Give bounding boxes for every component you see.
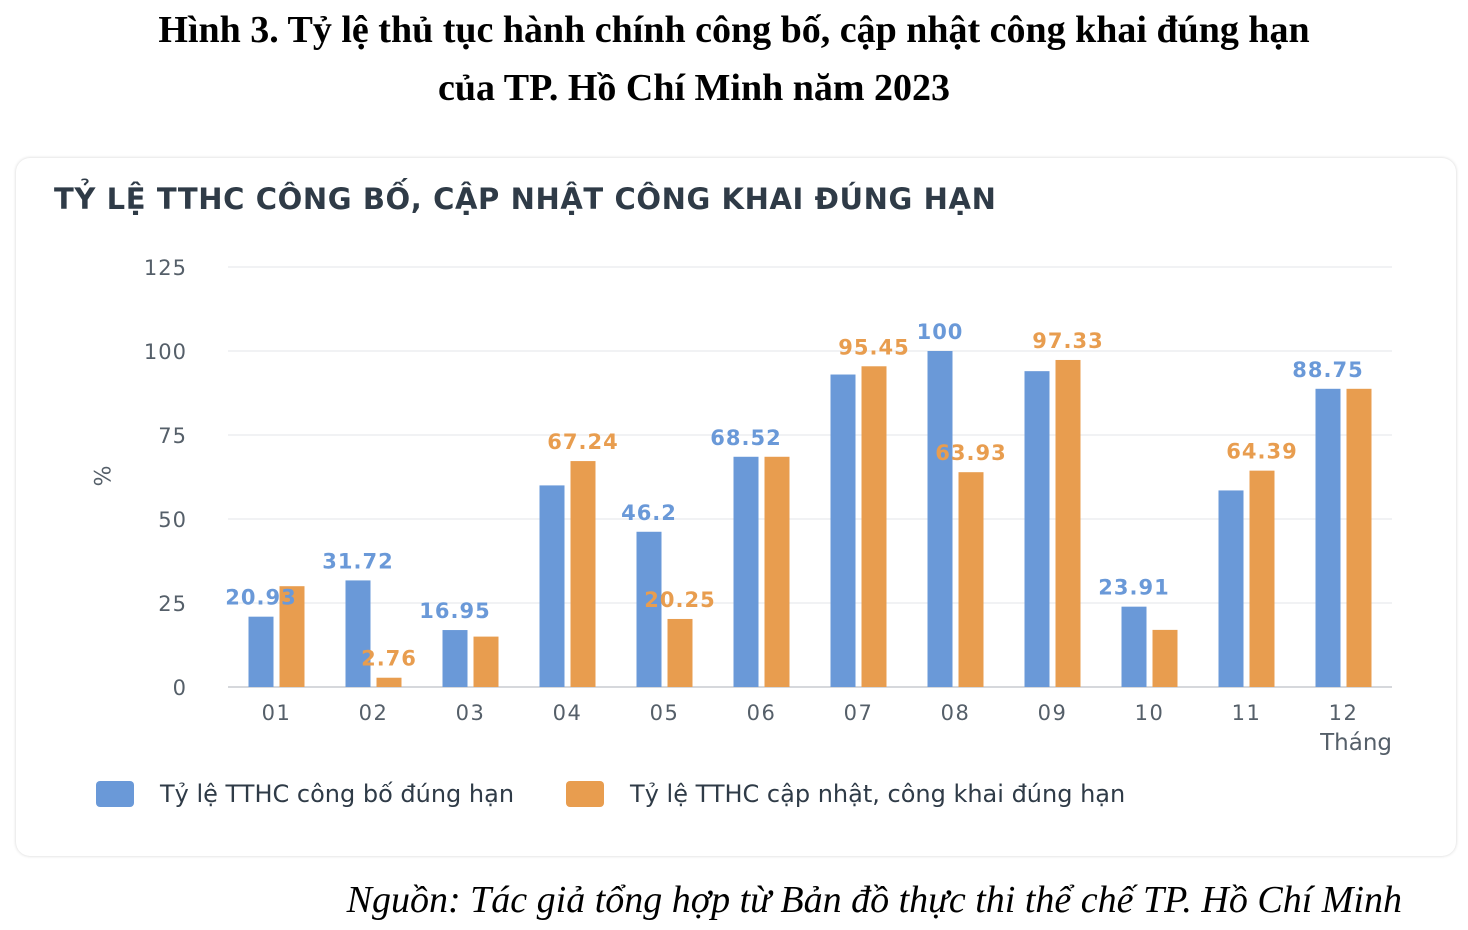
figure-source: Nguồn: Tác giả tổng hợp từ Bản đồ thực t… xyxy=(346,879,1402,921)
bar-series2 xyxy=(473,636,499,687)
data-label-series2: 67.24 xyxy=(547,430,618,454)
legend-label-series2: Tỷ lệ TTHC cập nhật, công khai đúng hạn xyxy=(630,780,1126,808)
x-tick-label: 08 xyxy=(941,701,971,725)
x-tick-label: 01 xyxy=(262,701,292,725)
data-label-series2: 63.93 xyxy=(935,441,1006,465)
bar-series1 xyxy=(1024,371,1050,687)
bar-series1 xyxy=(1315,388,1341,687)
legend-swatch-series2 xyxy=(566,781,605,807)
y-tick-label: 25 xyxy=(158,592,187,616)
legend-item-series2[interactable]: Tỷ lệ TTHC cập nhật, công khai đúng hạn xyxy=(566,780,1125,808)
y-tick-label: 125 xyxy=(144,256,187,280)
y-tick-label: 100 xyxy=(144,340,187,364)
y-tick-label: 75 xyxy=(158,424,187,448)
y-axis-label: % xyxy=(88,466,113,487)
x-axis-label: Tháng xyxy=(1319,730,1392,756)
data-label-series1: 23.91 xyxy=(1098,576,1169,600)
bar-series1 xyxy=(345,580,371,687)
figure-title-line1: Hình 3. Tỷ lệ thủ tục hành chính công bố… xyxy=(158,9,1310,51)
data-label-series1: 20.93 xyxy=(225,586,296,610)
bar-series1 xyxy=(539,485,565,687)
y-tick-label: 0 xyxy=(173,676,187,700)
data-label-series1: 88.75 xyxy=(1292,358,1363,382)
legend-item-series1[interactable]: Tỷ lệ TTHC công bố đúng hạn xyxy=(96,780,514,808)
data-label-series2: 20.25 xyxy=(644,588,715,612)
bar-series1 xyxy=(248,616,274,687)
legend: Tỷ lệ TTHC công bố đúng hạn Tỷ lệ TTHC c… xyxy=(96,780,1125,808)
bar-series2 xyxy=(279,586,305,687)
bar-series2 xyxy=(861,366,887,687)
data-label-series1: 31.72 xyxy=(322,549,393,573)
y-tick-label: 50 xyxy=(158,508,187,532)
bar-series2 xyxy=(570,461,596,687)
x-tick-label: 06 xyxy=(747,701,777,725)
data-label-series2: 95.45 xyxy=(838,335,909,359)
bar-series1 xyxy=(1218,490,1244,687)
bar-series2 xyxy=(764,456,790,687)
bar-series2 xyxy=(1152,629,1178,687)
x-tick-label: 10 xyxy=(1135,701,1165,725)
data-label-series2: 97.33 xyxy=(1032,329,1103,353)
bar-series1 xyxy=(442,630,468,687)
bar-series1 xyxy=(927,351,953,687)
x-tick-label: 03 xyxy=(456,701,486,725)
data-label-series1: 46.2 xyxy=(621,501,677,525)
bar-series1 xyxy=(636,531,662,687)
x-tick-label: 04 xyxy=(553,701,583,725)
bar-series1 xyxy=(830,374,856,687)
x-tick-label: 12 xyxy=(1329,701,1359,725)
bar-series2 xyxy=(667,618,693,687)
bar-series2 xyxy=(958,472,984,687)
bar-series1 xyxy=(1121,606,1147,687)
x-tick-label: 07 xyxy=(844,701,874,725)
bar-series2 xyxy=(376,677,402,687)
x-tick-label: 02 xyxy=(359,701,389,725)
x-tick-label: 11 xyxy=(1232,701,1262,725)
data-label-series1: 100 xyxy=(917,320,964,344)
bar-series2 xyxy=(1055,359,1081,687)
legend-swatch-series1 xyxy=(96,781,134,807)
data-label-series2: 2.76 xyxy=(361,647,417,671)
legend-label-series1: Tỷ lệ TTHC công bố đúng hạn xyxy=(160,780,515,808)
bar-series1 xyxy=(733,456,759,687)
bar-series2 xyxy=(1249,470,1275,687)
data-label-series1: 16.95 xyxy=(419,599,490,623)
x-tick-label: 09 xyxy=(1038,701,1068,725)
chart-title: TỶ LỆ TTHC CÔNG BỐ, CẬP NHẬT CÔNG KHAI Đ… xyxy=(54,182,997,216)
x-tick-label: 05 xyxy=(650,701,680,725)
data-label-series1: 68.52 xyxy=(710,426,781,450)
figure-title-line2: của TP. Hồ Chí Minh năm 2023 xyxy=(437,67,951,109)
bar-series2 xyxy=(1346,388,1372,687)
data-label-series2: 64.39 xyxy=(1226,440,1297,464)
